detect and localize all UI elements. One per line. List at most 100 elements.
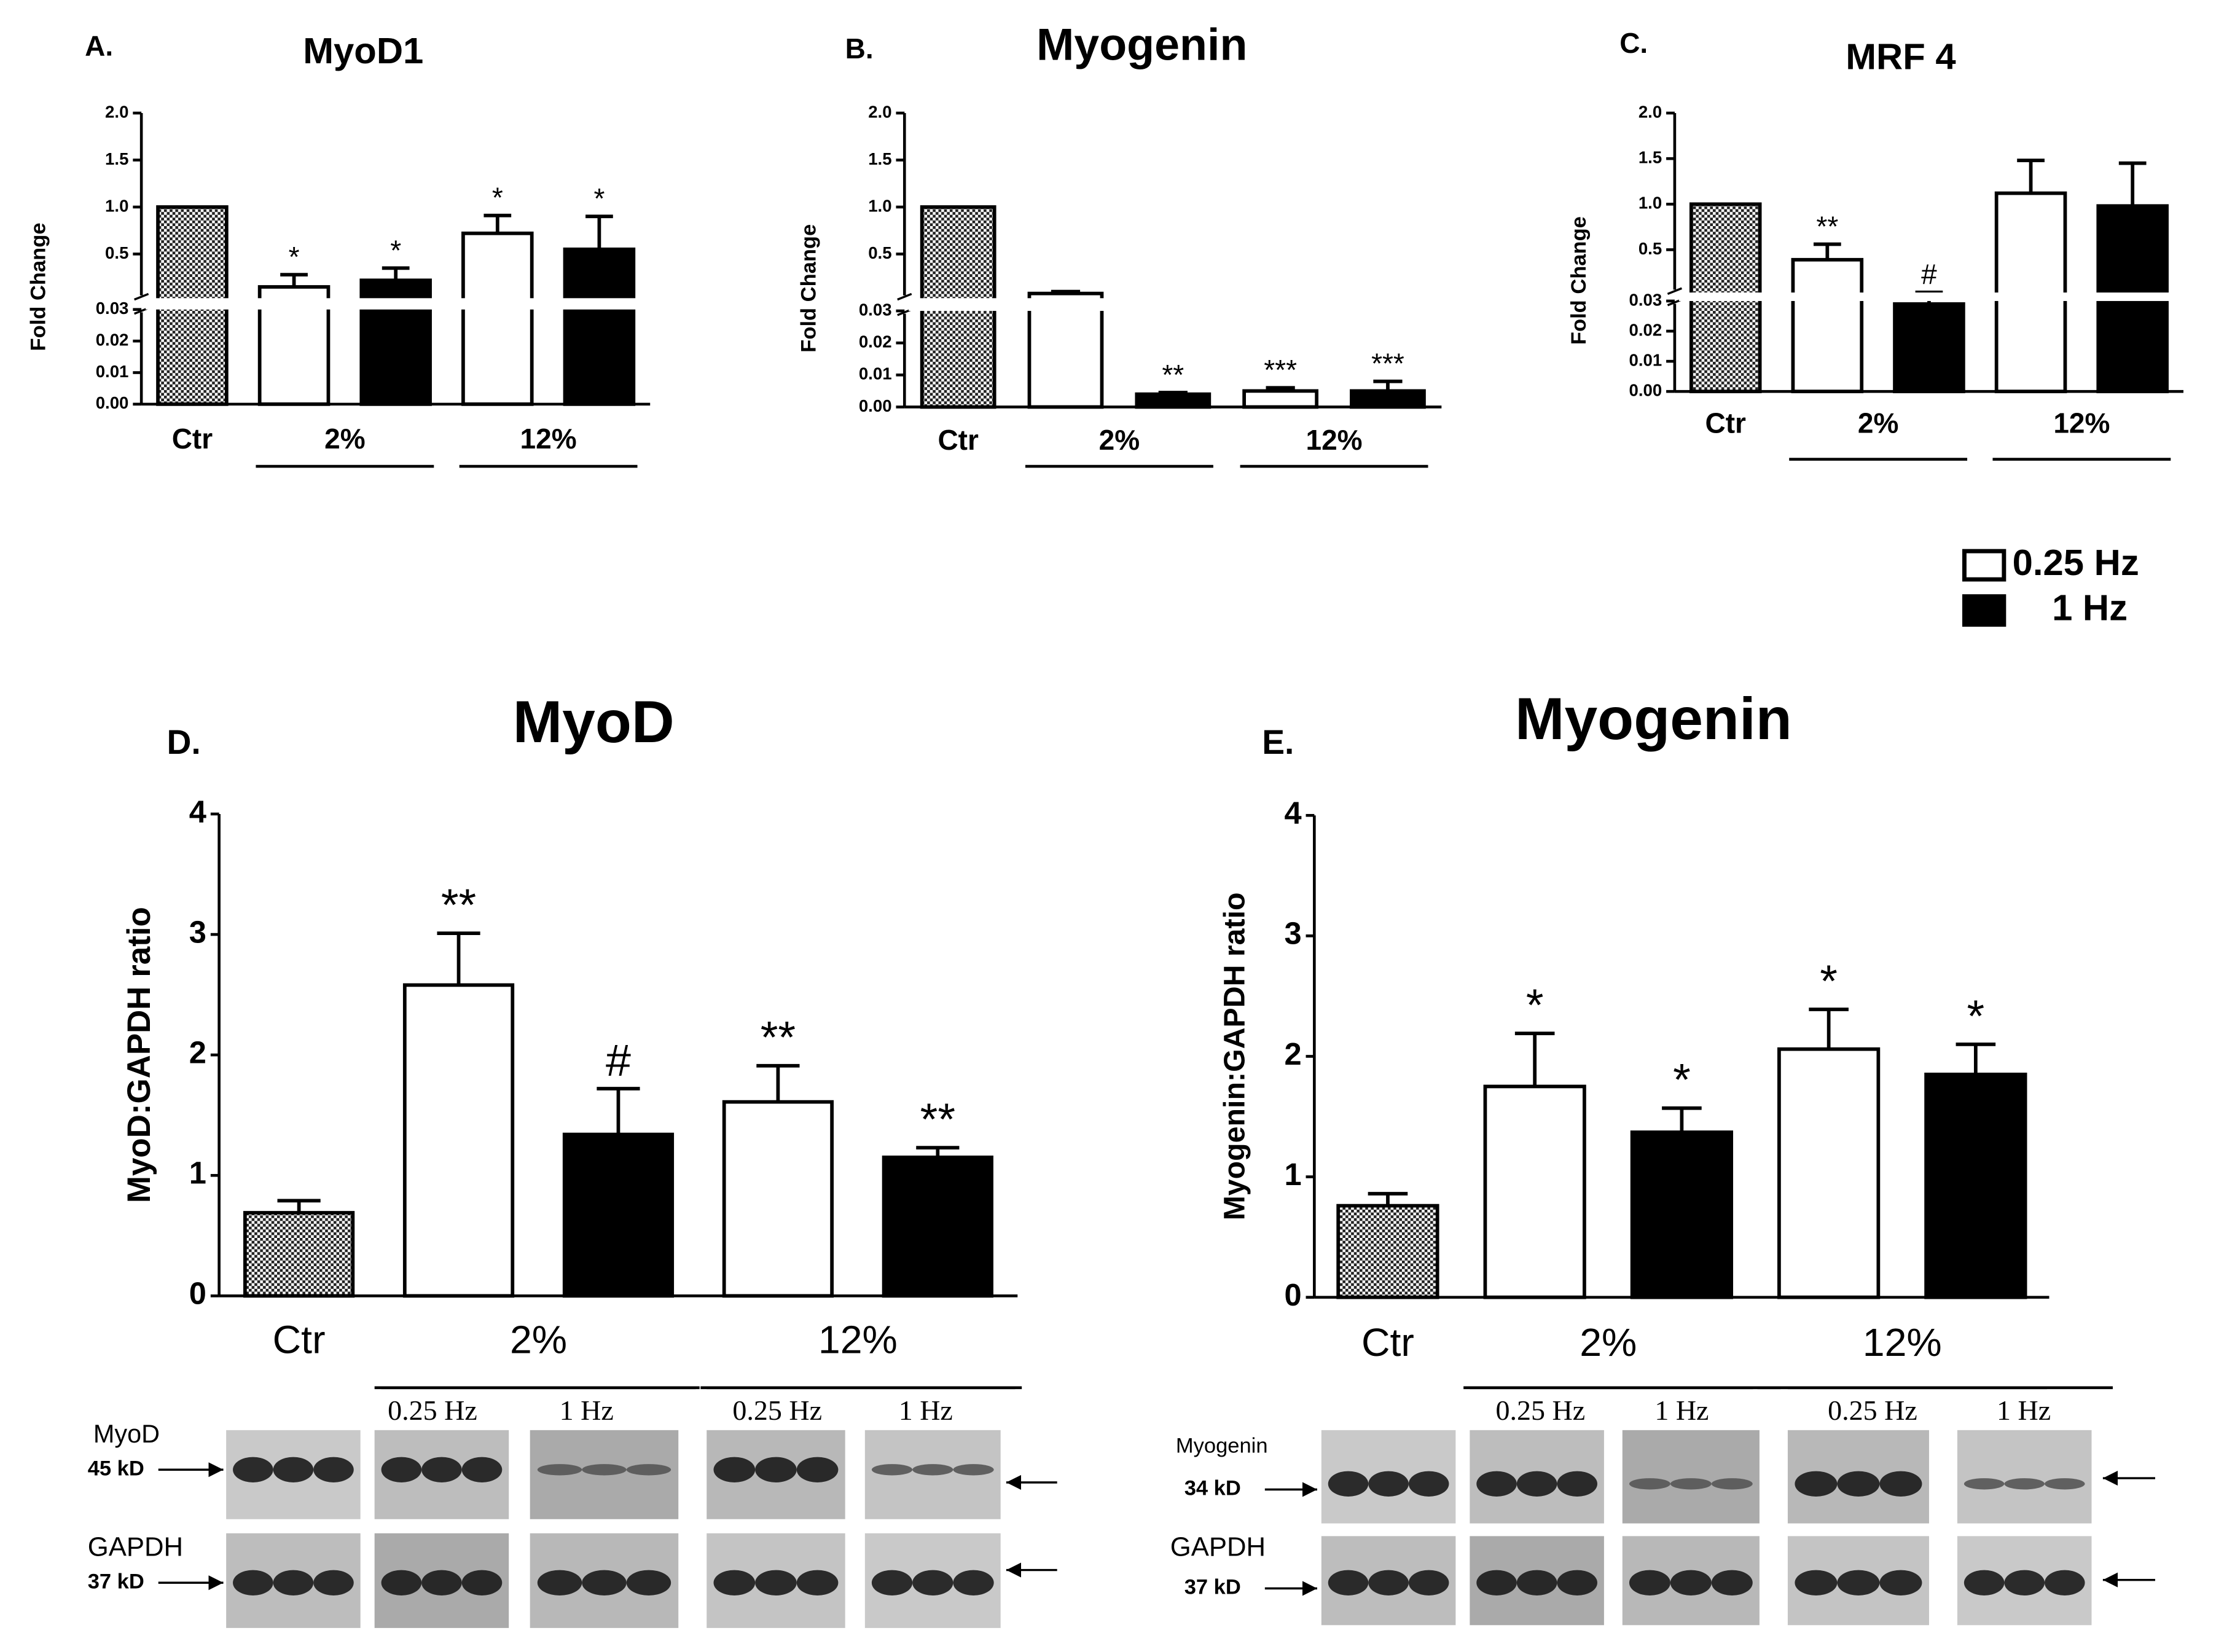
x-tick-label: 12% xyxy=(1306,424,1363,456)
legend-label: 1 Hz xyxy=(2052,587,2128,628)
x-tick-label: 2% xyxy=(1099,424,1140,456)
blot-band xyxy=(233,1457,273,1482)
y-tick-label: 0.5 xyxy=(1639,239,1662,258)
y-tick-label: 3 xyxy=(1284,916,1301,951)
blot-band xyxy=(381,1570,422,1595)
bar xyxy=(562,1132,675,1298)
blot-band xyxy=(1795,1570,1838,1595)
bar xyxy=(1027,291,1104,409)
significance-label: ** xyxy=(1162,359,1184,391)
blot-band xyxy=(755,1457,797,1482)
bar xyxy=(722,1100,834,1298)
y-tick-label: 0.5 xyxy=(105,243,128,262)
y-axis-label: Fold Change xyxy=(797,224,820,353)
blot-band xyxy=(871,1464,913,1476)
chart-title: Myogenin xyxy=(1515,686,1792,752)
significance-label: * xyxy=(1820,955,1838,1006)
y-tick-label: 1 xyxy=(189,1156,206,1191)
blot-size-label: 37 kD xyxy=(88,1570,144,1593)
blot-column-label: 0.25 Hz xyxy=(1496,1395,1586,1426)
panel-label: C. xyxy=(1619,27,1648,59)
blot-band xyxy=(2004,1570,2045,1595)
significance-label: # xyxy=(1921,259,1937,291)
x-tick-label: Ctr xyxy=(1705,407,1746,439)
bar xyxy=(1924,1072,2027,1299)
blot-band xyxy=(953,1464,994,1476)
y-tick-label: 0.03 xyxy=(1629,290,1662,309)
blot-band xyxy=(1328,1570,1369,1595)
blot-band xyxy=(796,1570,839,1595)
blot-image xyxy=(1957,1430,2092,1524)
x-tick-label: 12% xyxy=(818,1317,898,1361)
blot-band xyxy=(537,1464,582,1476)
significance-label: ** xyxy=(761,1012,796,1063)
bar xyxy=(243,1211,355,1298)
bar xyxy=(563,247,636,406)
significance-label: * xyxy=(1526,979,1544,1030)
blot-protein-label: GAPDH xyxy=(88,1532,183,1562)
legend-label: 0.25 Hz xyxy=(2013,542,2139,583)
blot-band xyxy=(1516,1471,1557,1497)
y-tick-label: 1 xyxy=(1284,1157,1301,1192)
significance-label: ** xyxy=(920,1094,955,1145)
y-tick-label: 2 xyxy=(1284,1036,1301,1071)
blot-column-label: 1 Hz xyxy=(1997,1395,2051,1426)
blot-band xyxy=(713,1457,756,1482)
blot-band xyxy=(1963,1570,2005,1595)
bar xyxy=(1350,389,1426,409)
y-tick-label: 0.01 xyxy=(96,362,129,381)
y-tick-label: 0.00 xyxy=(859,396,892,415)
significance-label: * xyxy=(289,241,300,273)
blot-column-label: 0.25 Hz xyxy=(388,1395,477,1426)
blot-band xyxy=(626,1570,671,1595)
y-tick-label: 0.5 xyxy=(868,243,891,262)
blot-band xyxy=(582,1464,627,1476)
y-tick-label: 0.03 xyxy=(96,299,129,318)
blot-band xyxy=(2044,1478,2085,1490)
blot-band xyxy=(1711,1478,1753,1490)
bar xyxy=(1135,392,1212,409)
x-tick-label: Ctr xyxy=(172,423,213,455)
y-axis-label: Fold Change xyxy=(1567,216,1591,345)
blot-band xyxy=(1879,1471,1922,1497)
blot-band xyxy=(2004,1478,2045,1490)
blot-band xyxy=(1557,1570,1597,1595)
blot-band xyxy=(2044,1570,2085,1595)
blot-column-label: 1 Hz xyxy=(560,1395,614,1426)
significance-label: * xyxy=(593,182,605,214)
chart-title: MyoD1 xyxy=(303,30,423,71)
axis-break-gap xyxy=(1678,292,2188,301)
blot-band xyxy=(1476,1570,1517,1595)
y-tick-label: 0.02 xyxy=(96,330,129,349)
blot-band xyxy=(1670,1570,1712,1595)
blot-band xyxy=(582,1570,627,1595)
y-axis-label: Fold Change xyxy=(27,222,50,351)
bar xyxy=(402,983,515,1298)
significance-label: * xyxy=(492,182,503,214)
blot-column-label: 1 Hz xyxy=(1654,1395,1709,1426)
legend-swatch xyxy=(1962,594,2007,627)
blot-band xyxy=(1516,1570,1557,1595)
blot-band xyxy=(713,1570,756,1595)
bar xyxy=(1336,1204,1439,1299)
x-tick-label: 12% xyxy=(520,423,577,455)
y-tick-label: 3 xyxy=(189,914,206,949)
panel-label: B. xyxy=(845,33,874,65)
y-tick-label: 0.00 xyxy=(1629,380,1662,399)
blot-band xyxy=(1368,1570,1409,1595)
x-tick-label: 12% xyxy=(2053,407,2110,439)
bar xyxy=(461,231,534,406)
y-tick-label: 2 xyxy=(189,1035,206,1070)
y-tick-label: 0.01 xyxy=(859,364,892,383)
blot-band xyxy=(755,1570,797,1595)
blot-band xyxy=(1837,1471,1880,1497)
blot-protein-label: GAPDH xyxy=(1170,1532,1266,1562)
significance-label: *** xyxy=(1264,354,1297,386)
y-tick-label: 1.0 xyxy=(1639,194,1662,213)
blot-band xyxy=(461,1570,503,1595)
blot-band xyxy=(1711,1570,1753,1595)
y-tick-label: 0.01 xyxy=(1629,350,1662,369)
blot-size-label: 34 kD xyxy=(1184,1477,1241,1500)
blot-size-label: 45 kD xyxy=(88,1457,144,1480)
blot-column-label: 0.25 Hz xyxy=(732,1395,822,1426)
